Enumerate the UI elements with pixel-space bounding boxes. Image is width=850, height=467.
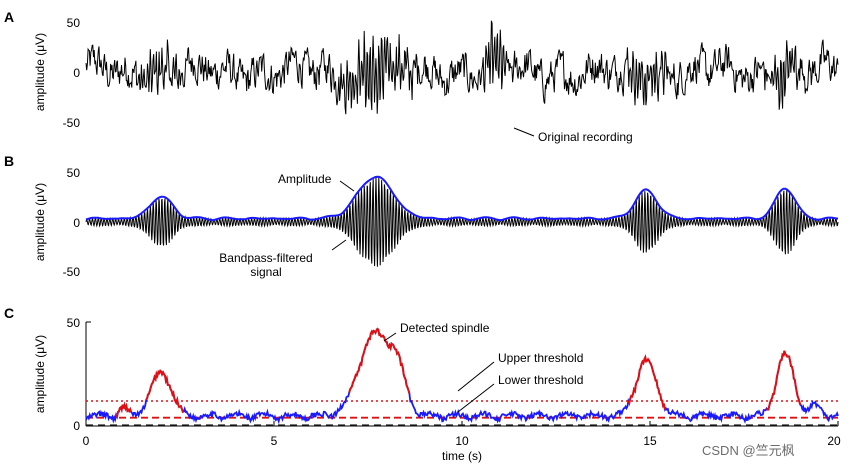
detected-spindle-segment-2 <box>145 369 185 414</box>
detected-spindle-segment-5 <box>765 350 802 411</box>
detected-spindle-segment-4 <box>627 354 666 410</box>
annotation-upper-threshold: Upper threshold <box>498 351 583 365</box>
panel-b-ytick-0: 0 <box>73 216 80 230</box>
panel-a-ytick-0: 0 <box>73 66 80 80</box>
panel-a-ylabel: amplitude (μV) <box>33 33 47 111</box>
panel-c-xtick-0: 0 <box>83 434 90 448</box>
detected-spindle-segment-1 <box>115 401 133 420</box>
annotation-amplitude: Amplitude <box>278 172 332 186</box>
panel-label-b: B <box>4 153 14 169</box>
annotation-leader-bandpass <box>331 239 347 251</box>
annotation-bandpass-line2: signal <box>250 265 281 279</box>
panel-c-amplitude-trace <box>85 327 839 425</box>
panel-c-xtick-5: 5 <box>271 434 278 448</box>
panel-b-ytick-neg50: -50 <box>63 265 81 279</box>
annotation-leader-lower <box>457 383 495 413</box>
panel-b-ytick-50: 50 <box>67 166 81 180</box>
panel-c-xlabel: time (s) <box>442 449 482 463</box>
panel-c-ytick-50: 50 <box>67 316 81 330</box>
panel-a-ytick-neg50: -50 <box>63 116 81 130</box>
annotation-detected-spindle: Detected spindle <box>400 321 490 335</box>
annotation-lower-threshold: Lower threshold <box>498 373 583 387</box>
panel-b-amplitude-envelope <box>85 175 839 222</box>
annotation-leader-spindle <box>383 332 397 342</box>
panel-label-a: A <box>4 9 14 25</box>
watermark: CSDN @竺元枫 <box>702 443 795 458</box>
panel-c-xtick-20: 20 <box>827 434 841 448</box>
panel-c-axes <box>85 321 838 427</box>
annotation-leader-amplitude <box>339 180 355 192</box>
annotation-leader-upper <box>457 361 495 392</box>
panel-c-detected-spindles <box>115 327 802 420</box>
panel-label-c: C <box>4 305 14 321</box>
panel-c-xtick-15: 15 <box>643 434 657 448</box>
detected-spindle-segment-3 <box>348 327 411 394</box>
panel-a-ytick-50: 50 <box>67 16 81 30</box>
annotation-original-recording: Original recording <box>538 130 633 144</box>
panel-b-bandpass-trace <box>85 177 839 267</box>
panel-c-xtick-10: 10 <box>455 434 469 448</box>
panel-c-ylabel: amplitude (μV) <box>33 335 47 413</box>
panel-c-ytick-0: 0 <box>73 419 80 433</box>
annotation-leader-original <box>513 127 535 137</box>
annotation-bandpass-line1: Bandpass-filtered <box>219 251 312 265</box>
panel-b-ylabel: amplitude (μV) <box>33 183 47 261</box>
panel-a-original-trace <box>85 20 839 115</box>
